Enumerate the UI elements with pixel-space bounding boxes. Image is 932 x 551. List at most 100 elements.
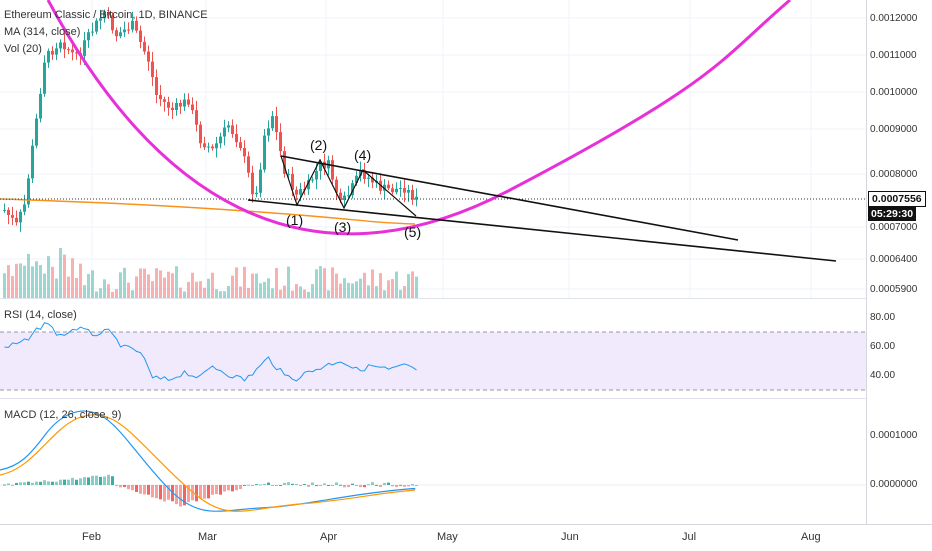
macd-histogram-bar [223,485,226,492]
macd-histogram-bar [307,485,310,487]
macd-histogram-bar [11,484,14,486]
macd-histogram-bar [67,479,70,485]
volume-bar [139,268,142,298]
candle-body [51,50,54,55]
price-pane[interactable]: (1) (2) (3) (4) (5) [0,0,866,298]
macd-histogram-bar [371,482,374,485]
pane-divider[interactable] [0,398,932,399]
macd-histogram-bar [27,481,30,485]
rsi-pane[interactable] [0,300,866,398]
macd-histogram-bar [87,477,90,485]
candle-body [399,187,402,189]
candle-body [55,48,58,55]
candle-body [387,184,390,189]
volume-bar [127,282,130,298]
price-tick: 0.0008000 [870,169,918,180]
volume-bar [319,266,322,298]
macd-chart[interactable] [0,400,866,524]
price-tick: 0.0009000 [870,124,918,135]
macd-histogram-bar [335,482,338,485]
macd-histogram-bar [227,485,230,491]
macd-histogram-bar [355,485,358,486]
macd-histogram-bar [55,481,58,485]
volume-bar [87,273,90,298]
price-tick: 0.0012000 [870,13,918,24]
macd-histogram-bar [75,479,78,485]
volume-bar [367,285,370,298]
volume-bar [115,289,118,298]
rsi-legend[interactable]: RSI (14, close) [4,309,77,321]
time-tick: May [437,531,458,543]
volume-bar [311,284,314,298]
time-scale[interactable] [0,524,932,551]
macd-histogram-bar [287,482,290,485]
volume-bar [47,256,50,298]
signal-line [0,414,416,512]
macd-histogram-bar [147,485,150,495]
price-chart[interactable]: (1) (2) (3) (4) (5) [0,0,866,298]
volume-bar [123,267,126,298]
candle-body [391,188,394,193]
price-tick: 0.0011000 [870,50,917,61]
upper-trendline [280,155,739,241]
macd-histogram-bar [179,485,182,507]
macd-pane[interactable] [0,400,866,524]
candle-body [139,30,142,42]
candle-body [183,99,186,107]
volume-legend[interactable]: Vol (20) [4,43,42,55]
candle-body [71,49,74,53]
macd-histogram-bar [303,483,306,485]
volume-bar [363,272,366,298]
candle-body [263,135,266,170]
wave-zigzag [280,155,417,217]
candle-body [311,179,314,181]
macd-histogram-bar [231,485,234,492]
volume-bar [295,283,298,298]
candle-body [319,161,322,171]
macd-histogram-bar [235,485,238,491]
volume-bar [331,267,334,298]
macd-legend[interactable]: MACD (12, 26, close, 9) [4,409,122,421]
candle-body [255,192,258,195]
candle-body [367,177,370,179]
macd-histogram-bar [403,485,406,487]
volume-bar [151,281,154,298]
macd-histogram-bar [131,485,134,491]
volume-bar [103,279,106,298]
candle-body [103,11,106,19]
volume-bar [207,278,210,298]
macd-histogram-bar [39,481,42,485]
macd-histogram-bar [151,485,154,498]
candle-body [411,190,414,200]
pane-divider[interactable] [0,298,932,299]
volume-bar [211,272,214,298]
volume-bar [171,273,174,298]
volume-bar [59,248,62,298]
macd-histogram-bar [295,483,298,485]
macd-histogram-bar [351,483,354,485]
symbol-legend[interactable]: Ethereum Classic / Bitcoin, 1D, BINANCE [4,9,208,21]
volume-bar [399,289,402,298]
macd-histogram-bar [391,485,394,487]
macd-tick: 0.0001000 [870,430,918,441]
macd-tick: 0.0000000 [870,479,918,490]
candle-body [95,20,98,32]
volume-bar [335,273,338,298]
candle-body [195,110,198,125]
price-tick: 0.0007000 [870,222,918,233]
macd-histogram-bar [395,485,398,488]
candle-body [179,103,182,107]
volume-bar [355,281,358,298]
candle-body [331,160,334,180]
ma-legend[interactable]: MA (314, close) [4,26,81,38]
macd-histogram-bar [199,485,202,499]
price-scale[interactable] [866,0,932,524]
macd-histogram-bar [139,485,142,494]
candle-body [279,132,282,152]
candle-body [243,148,246,157]
candle-body [163,99,166,102]
rsi-chart[interactable] [0,300,866,398]
candle-body [159,94,162,100]
macd-histogram-bar [323,483,326,485]
volume-bar [19,263,22,298]
